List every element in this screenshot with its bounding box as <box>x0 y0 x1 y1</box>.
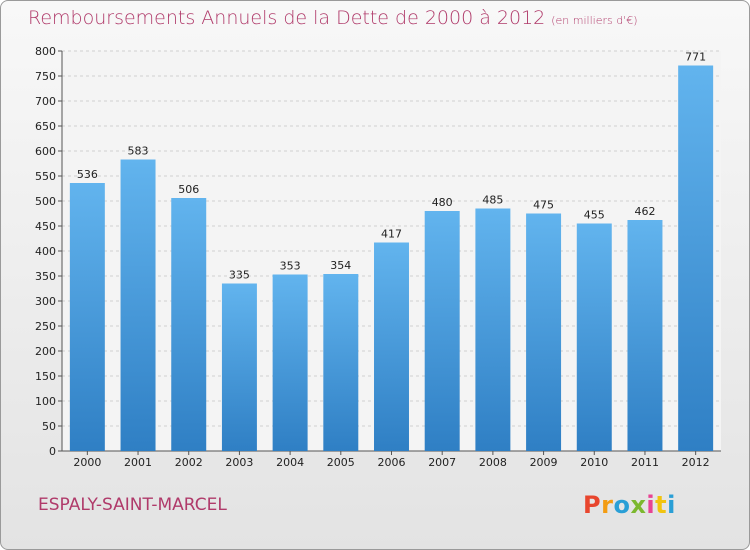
y-tick-label: 350 <box>35 270 56 283</box>
x-tick-label: 2002 <box>175 456 203 469</box>
y-tick-label: 250 <box>35 320 56 333</box>
data-label: 771 <box>685 51 706 64</box>
bar <box>323 274 359 451</box>
bar <box>424 211 460 451</box>
x-tick-label: 2000 <box>73 456 101 469</box>
y-tick-label: 650 <box>35 120 56 133</box>
data-label: 417 <box>381 228 402 241</box>
x-tick-label: 2004 <box>276 456 304 469</box>
logo-letter: o <box>613 491 631 519</box>
x-tick-label: 2003 <box>225 456 253 469</box>
bar <box>678 65 714 451</box>
x-tick-label: 2005 <box>327 456 355 469</box>
bar <box>475 208 511 451</box>
x-tick-label: 2008 <box>479 456 507 469</box>
commune-name: ESPALY-SAINT-MARCEL <box>38 495 227 515</box>
y-tick-label: 0 <box>49 445 56 458</box>
y-tick-label: 800 <box>35 45 56 58</box>
y-tick-label: 50 <box>42 420 56 433</box>
data-label: 354 <box>330 259 351 272</box>
bar <box>627 220 663 451</box>
x-tick-label: 2007 <box>428 456 456 469</box>
logo-letter: P <box>583 491 602 519</box>
x-tick-label: 2010 <box>580 456 608 469</box>
logo-letter: i <box>646 491 656 519</box>
data-label: 455 <box>584 209 605 222</box>
y-tick-label: 300 <box>35 295 56 308</box>
bar <box>69 183 105 451</box>
bar <box>221 283 257 451</box>
bars <box>69 65 714 451</box>
x-tick-label: 2012 <box>682 456 710 469</box>
data-label: 480 <box>432 196 453 209</box>
x-tick-label: 2001 <box>124 456 152 469</box>
labels: 2000 536 2001 583 2002 506 2003 335 2004 353 2005 3… <box>73 51 709 470</box>
y-tick-label: 700 <box>35 95 56 108</box>
x-tick-label: 2009 <box>530 456 558 469</box>
data-label: 506 <box>178 183 199 196</box>
title-text: Remboursements Annuels de la Dette de 20… <box>28 7 546 29</box>
data-label: 485 <box>482 194 503 207</box>
bar <box>374 242 409 451</box>
bar <box>526 213 562 451</box>
logo-letter: x <box>630 491 647 519</box>
y-tick-label: 400 <box>35 245 56 258</box>
y-tick-label: 550 <box>35 170 56 183</box>
y-tick-label: 450 <box>35 220 56 233</box>
logo-letter: r <box>601 491 614 519</box>
axes: 0 50 100 150 200 250 300 350 400 450 500 550 600 650 7… <box>35 45 721 458</box>
logo-letter: t <box>655 491 668 519</box>
logo-letter: i <box>667 491 676 519</box>
bar <box>272 274 308 451</box>
y-tick-label: 100 <box>35 395 56 408</box>
bar <box>171 198 207 451</box>
proxiti-logo: Proxiti <box>583 491 676 519</box>
x-tick-label: 2006 <box>378 456 406 469</box>
data-label: 583 <box>128 145 149 158</box>
subtitle-text: (en milliers d'€) <box>551 14 638 27</box>
data-label: 462 <box>634 205 655 218</box>
data-label: 475 <box>533 199 554 212</box>
data-label: 536 <box>77 168 98 181</box>
x-tick-label: 2011 <box>631 456 659 469</box>
bar <box>120 159 156 451</box>
y-tick-label: 750 <box>35 70 56 83</box>
data-label: 335 <box>229 269 250 282</box>
data-label: 353 <box>280 260 301 273</box>
y-tick-label: 500 <box>35 195 56 208</box>
bar <box>576 223 612 451</box>
y-tick-label: 600 <box>35 145 56 158</box>
y-tick-label: 150 <box>35 370 56 383</box>
chart-title: Remboursements Annuels de la Dette de 20… <box>28 7 638 29</box>
y-tick-label: 200 <box>35 345 56 358</box>
